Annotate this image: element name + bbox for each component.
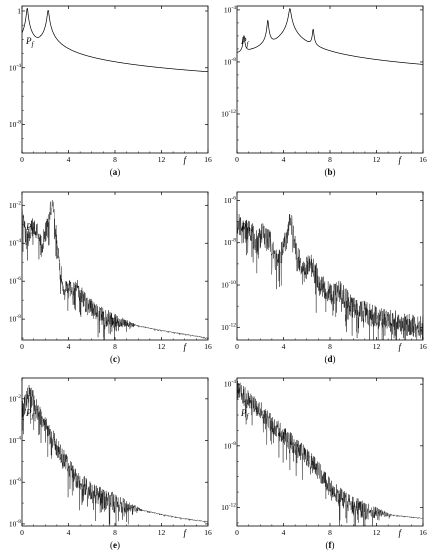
x-tick-label: 8 bbox=[113, 342, 117, 351]
panel-c: 0 4 8 12 16 10-2 10-4 10-6 10-8 Pf f (c) bbox=[9, 191, 212, 364]
panel-caption: (d) bbox=[324, 354, 335, 364]
x-tick-label: 8 bbox=[113, 528, 117, 537]
spectrum-line bbox=[236, 210, 424, 341]
panel-caption: (f) bbox=[326, 540, 335, 550]
x-axis-label: f bbox=[183, 528, 187, 538]
x-axis-label: f bbox=[183, 155, 187, 165]
x-tick-label: 0 bbox=[20, 155, 24, 164]
y-axis-label: Pf bbox=[25, 222, 35, 235]
spectrum-line bbox=[21, 199, 209, 341]
spectrum-line bbox=[236, 380, 424, 527]
panel-caption: (e) bbox=[110, 540, 120, 550]
y-axis-label: Pf bbox=[25, 36, 35, 49]
panel-b: 0 4 8 12 16 10-4 10-8 10-12 Pf f (b) bbox=[221, 5, 427, 177]
x-tick-label: 4 bbox=[282, 342, 286, 351]
x-tick-label: 8 bbox=[328, 342, 332, 351]
x-tick-label: 4 bbox=[67, 342, 71, 351]
x-tick-label: 0 bbox=[235, 155, 239, 164]
y-axis-label: Pf bbox=[240, 222, 250, 235]
panel-f: 0 4 8 12 16 10-4 10-8 10-12 Pf f (f) bbox=[221, 377, 427, 550]
panel-e: 0 4 8 12 16 10-2 10-4 10-6 10-8 Pf f (e) bbox=[9, 377, 212, 550]
y-tick-label: 10-8 bbox=[224, 57, 236, 67]
x-tick-label: 12 bbox=[373, 155, 381, 164]
x-tick-label: 12 bbox=[158, 528, 166, 537]
y-tick-label: 10-12 bbox=[221, 322, 236, 332]
y-tick-label: 10-6 bbox=[224, 195, 236, 205]
y-tick-label: 10-8 bbox=[224, 441, 236, 451]
x-tick-label: 12 bbox=[158, 155, 166, 164]
y-tick-label: 10-4 bbox=[9, 436, 21, 446]
spectrum-line bbox=[21, 7, 209, 73]
x-tick-label: 16 bbox=[204, 155, 212, 164]
x-tick-label: 16 bbox=[419, 528, 427, 537]
panel-caption: (a) bbox=[110, 167, 121, 177]
y-tick-label: 10-12 bbox=[221, 503, 236, 513]
y-tick-label: 10-6 bbox=[9, 276, 21, 286]
x-tick-label: 16 bbox=[419, 155, 427, 164]
y-axis-label: Pf bbox=[25, 408, 35, 421]
x-axis-label: f bbox=[398, 528, 402, 538]
plot-frame bbox=[236, 377, 424, 527]
plot-frame bbox=[236, 5, 424, 154]
x-tick-label: 8 bbox=[328, 155, 332, 164]
x-tick-label: 0 bbox=[235, 528, 239, 537]
x-tick-label: 4 bbox=[67, 528, 71, 537]
y-tick-label: 10-8 bbox=[224, 238, 236, 248]
y-tick-label: 10-6 bbox=[9, 477, 21, 487]
x-tick-label: 0 bbox=[20, 528, 24, 537]
panel-caption: (b) bbox=[324, 167, 335, 177]
y-axis-label: Pf bbox=[240, 408, 250, 421]
plot-frame bbox=[21, 5, 209, 154]
y-tick-label: 10-8 bbox=[9, 314, 21, 324]
x-tick-label: 8 bbox=[328, 528, 332, 537]
y-tick-label: 10-4 bbox=[9, 238, 21, 248]
y-axis-label: Pf bbox=[240, 36, 250, 49]
x-tick-label: 4 bbox=[282, 528, 286, 537]
x-tick-label: 12 bbox=[373, 528, 381, 537]
x-tick-label: 4 bbox=[67, 155, 71, 164]
y-tick-label: 10-4 bbox=[9, 63, 21, 73]
spectrum-line bbox=[236, 8, 424, 65]
y-tick-label: 10-8 bbox=[9, 120, 21, 130]
panel-a: 0 4 8 12 16 1 10-4 10-8 Pf f (a) bbox=[9, 5, 212, 177]
y-tick-label: 10-12 bbox=[221, 109, 236, 119]
y-tick-label: 10-10 bbox=[221, 280, 236, 290]
x-tick-label: 0 bbox=[20, 342, 24, 351]
x-axis-label: f bbox=[183, 342, 187, 352]
x-axis-label: f bbox=[398, 155, 402, 165]
x-axis-label: f bbox=[398, 342, 402, 352]
x-tick-label: 16 bbox=[204, 528, 212, 537]
x-tick-label: 4 bbox=[282, 155, 286, 164]
panel-caption: (c) bbox=[110, 354, 120, 364]
x-tick-label: 16 bbox=[419, 342, 427, 351]
x-tick-label: 16 bbox=[204, 342, 212, 351]
x-tick-label: 12 bbox=[158, 342, 166, 351]
y-tick-label: 10-4 bbox=[224, 379, 236, 389]
y-tick-label: 10-2 bbox=[9, 394, 21, 404]
spectrum-line bbox=[21, 384, 209, 527]
y-tick-label: 10-4 bbox=[224, 5, 236, 15]
x-tick-label: 8 bbox=[113, 155, 117, 164]
y-tick-label: 1 bbox=[17, 6, 21, 15]
y-tick-label: 10-2 bbox=[9, 200, 21, 210]
x-tick-label: 0 bbox=[235, 342, 239, 351]
y-tick-label: 10-8 bbox=[9, 519, 21, 529]
panel-d: 0 4 8 12 16 10-6 10-8 10-10 10-12 Pf f (d) bbox=[221, 191, 427, 364]
x-tick-label: 12 bbox=[373, 342, 381, 351]
